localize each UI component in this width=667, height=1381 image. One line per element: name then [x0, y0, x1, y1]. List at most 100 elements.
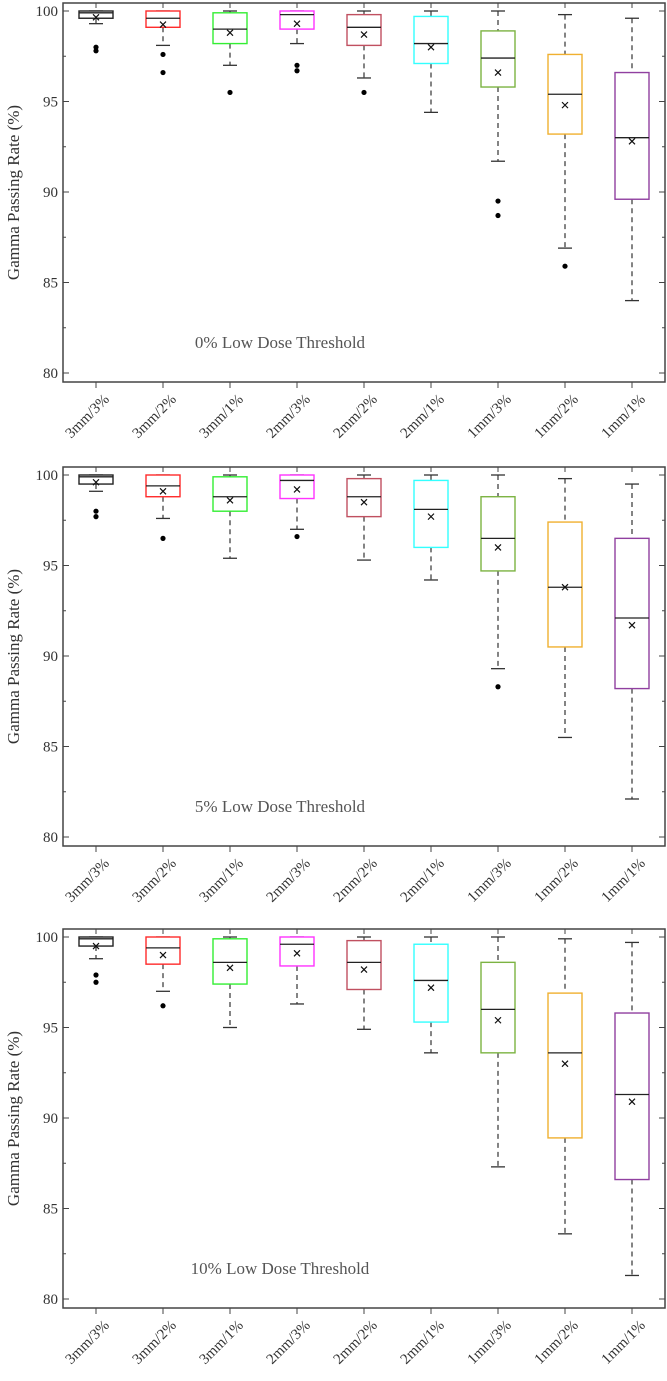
box-iqr — [413, 15, 449, 65]
mean-marker — [427, 984, 435, 992]
box-1mm-2- — [547, 938, 583, 1235]
x-tick-label: 2mm/1% — [398, 392, 448, 442]
box-3mm-3- — [78, 936, 114, 985]
outlier-point — [562, 263, 568, 269]
mean-marker — [159, 951, 167, 959]
x-tick-label: 1mm/3% — [465, 856, 515, 906]
outlier-point — [93, 508, 99, 514]
x-tick-label: 3mm/1% — [197, 392, 247, 442]
box-iqr — [145, 936, 181, 965]
x-tick-label: 2mm/1% — [398, 856, 448, 906]
box-3mm-1- — [212, 936, 248, 1029]
mean-marker — [360, 498, 368, 506]
box-iqr — [413, 479, 449, 549]
y-tick-label: 80 — [43, 830, 58, 846]
box-iqr — [614, 1012, 650, 1181]
box-3mm-2- — [145, 474, 181, 541]
box-iqr — [346, 13, 382, 47]
mean-marker — [561, 583, 569, 591]
y-tick-label: 90 — [43, 1111, 58, 1127]
y-tick-label: 85 — [43, 1202, 58, 1218]
y-tick-label: 100 — [36, 930, 59, 946]
mean-marker — [159, 21, 167, 28]
x-tick-label: 2mm/2% — [331, 856, 381, 906]
x-tick-label: 1mm/3% — [465, 1318, 515, 1368]
box-2mm-3- — [279, 10, 315, 74]
y-tick-label: 80 — [43, 366, 58, 382]
outlier-point — [294, 62, 300, 68]
box-2mm-2- — [346, 936, 382, 1030]
box-iqr — [480, 961, 516, 1054]
x-tick-label: 3mm/2% — [130, 1318, 180, 1368]
box-iqr — [212, 938, 248, 985]
box-iqr — [413, 943, 449, 1023]
chart-panel: 80 85 90 95 100 Gamma Passing Rate (%) 5% Low … — [4, 466, 666, 906]
box-iqr — [346, 477, 382, 518]
y-tick-label: 85 — [43, 740, 58, 756]
x-tick-label: 1mm/2% — [532, 392, 582, 442]
box-2mm-3- — [279, 936, 315, 1005]
x-tick-label: 3mm/3% — [63, 856, 113, 906]
box-1mm-1- — [614, 483, 650, 800]
mean-marker — [92, 942, 100, 950]
box-2mm-1- — [413, 10, 449, 114]
x-tick-label: 1mm/3% — [465, 392, 515, 442]
outlier-point — [160, 1003, 166, 1009]
box-iqr — [78, 474, 114, 485]
mean-marker — [293, 20, 301, 28]
x-tick-label: 1mm/1% — [599, 1318, 649, 1368]
mean-marker — [293, 949, 301, 957]
mean-marker — [628, 621, 636, 629]
mean-marker — [226, 496, 234, 504]
x-tick-label: 2mm/3% — [264, 856, 314, 906]
mean-marker — [427, 43, 435, 51]
box-1mm-1- — [614, 17, 650, 302]
y-axis-label: Gamma Passing Rate (%) — [4, 569, 23, 744]
y-tick-label: 100 — [36, 4, 59, 20]
box-3mm-3- — [78, 10, 114, 54]
box-iqr — [145, 10, 181, 28]
mean-marker — [561, 101, 569, 109]
box-1mm-2- — [547, 477, 583, 739]
box-1mm-3- — [480, 474, 516, 690]
x-tick-label: 3mm/3% — [63, 1318, 113, 1368]
mean-marker — [92, 478, 100, 486]
box-3mm-1- — [212, 474, 248, 559]
box-3mm-3- — [78, 474, 114, 520]
box-iqr — [212, 476, 248, 512]
x-tick-label: 2mm/2% — [331, 1318, 381, 1368]
outlier-point — [227, 89, 233, 96]
box-iqr — [614, 71, 650, 200]
chart-panel: 80 85 90 95 100 Gamma Passing Rate (%) 0% Low … — [4, 2, 666, 442]
outlier-point — [93, 48, 99, 54]
x-tick-label: 3mm/3% — [63, 392, 113, 442]
y-tick-label: 90 — [43, 649, 58, 665]
outlier-point — [495, 198, 501, 204]
threshold-annotation: 0% Low Dose Threshold — [195, 333, 366, 352]
x-tick-label: 1mm/1% — [599, 392, 649, 442]
box-iqr — [279, 936, 315, 967]
x-tick-label: 3mm/1% — [197, 856, 247, 906]
box-iqr — [547, 521, 583, 648]
box-3mm-1- — [212, 10, 248, 96]
box-3mm-2- — [145, 936, 181, 1009]
box-2mm-1- — [413, 936, 449, 1054]
mean-marker — [159, 487, 167, 495]
box-1mm-2- — [547, 13, 583, 269]
x-tick-label: 3mm/2% — [130, 856, 180, 906]
mean-marker — [494, 543, 502, 551]
x-tick-label: 1mm/2% — [532, 856, 582, 906]
outlier-point — [93, 972, 99, 978]
y-tick-label: 95 — [43, 1021, 58, 1037]
box-1mm-3- — [480, 936, 516, 1168]
box-1mm-3- — [480, 10, 516, 219]
y-tick-label: 80 — [43, 1292, 58, 1308]
mean-marker — [226, 29, 234, 37]
y-tick-label: 95 — [43, 95, 58, 111]
mean-marker — [360, 966, 368, 974]
box-iqr — [279, 10, 315, 30]
box-2mm-2- — [346, 474, 382, 561]
box-iqr — [212, 12, 248, 45]
mean-marker — [226, 964, 234, 972]
